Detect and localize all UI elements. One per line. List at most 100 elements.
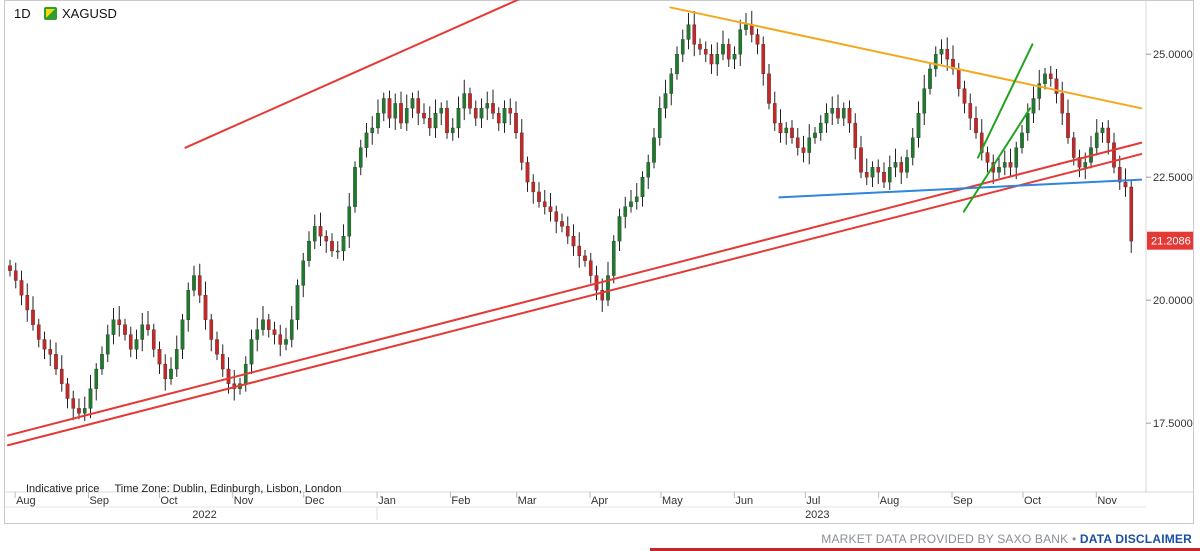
trendline-green-channel-upper [977,43,1034,159]
candle-body [307,240,311,261]
candle-body [468,93,472,109]
candle-body [870,167,875,178]
candle-body [830,108,835,114]
candle-body [979,132,984,153]
candle-body [410,98,415,109]
candle-body [588,260,593,276]
trendline-descending-resistance [669,6,1143,110]
candles [8,10,1134,422]
chart-frame [4,0,1194,524]
candle-body [433,113,438,129]
symbol-flag-icon [44,7,57,20]
candle-body [956,68,961,89]
candle-body [312,226,317,242]
candle-body [629,201,633,207]
candle-body [525,162,530,183]
candle-body [215,339,219,355]
candle-body [709,54,714,65]
candle-body [767,73,771,104]
month-label: Jun [735,495,753,507]
trendlines [7,0,1143,447]
last-price-box [1147,231,1193,250]
footer-separator: • [1071,532,1077,546]
candle-body [1060,93,1065,114]
candle-body [462,93,467,109]
candle-body [13,270,18,281]
candle-body [387,98,392,119]
candle-body [1100,127,1105,134]
candle-body [8,265,12,271]
candle-body [893,162,898,168]
candle-body [255,329,260,340]
candle-body [583,255,587,261]
candle-body [606,275,610,301]
candle-body [1048,73,1053,79]
candle-body [554,211,559,222]
candle-body [192,275,196,291]
candle-body [1071,137,1076,158]
candle-body [473,108,478,119]
bottom-accent [650,548,1200,551]
candle-body [623,206,628,217]
candle-body [968,103,973,119]
candle-body [496,113,501,124]
symbol-label[interactable]: XAGUSD [62,6,117,21]
candle-body [939,49,944,55]
candle-body [813,132,817,138]
data-footer: MARKET DATA PROVIDED BY SAXO BANK • DATA… [821,532,1192,546]
candle-body [864,172,869,178]
timezone-label: Time Zone: Dublin, Edinburgh, Lisbon, Lo… [114,483,342,495]
candle-body [25,295,30,311]
candle-body [341,236,346,252]
candle-body [1008,162,1013,168]
candle-body [1002,162,1007,168]
candle-body [818,122,823,134]
candle-body [272,329,277,335]
candle-body [1020,132,1024,148]
candle-body [174,349,179,370]
candle-body [882,172,886,183]
candle-body [985,152,990,163]
month-label: Aug [16,495,36,507]
candle-body [1112,142,1116,168]
candle-body [600,290,605,301]
candle-body [31,309,35,325]
trendline-horizontal-support [778,178,1143,199]
candle-body [928,68,932,89]
candle-body [1117,167,1122,183]
candle-body [853,122,858,148]
disclaimer-link[interactable]: DATA DISCLAIMER [1079,532,1192,546]
y-tick-label: 17.5000 [1153,418,1193,430]
candle-body [422,113,426,119]
candle-body [675,54,679,75]
candle-body [537,191,541,202]
candle-body [358,147,363,168]
candle-body [502,108,507,124]
candle-body [755,34,760,45]
candle-body [439,108,444,114]
candle-body [1094,132,1099,148]
candle-body [151,329,156,350]
candle-body [335,250,340,253]
candle-body [157,349,162,365]
candle-body [163,363,168,380]
candle-body [945,49,950,60]
last-price-marker: 21.2086 [1147,231,1193,250]
timeframe-label[interactable]: 1D [14,6,31,21]
candle-body [1066,113,1070,138]
candle-body [364,132,369,148]
year-label: 2022 [192,509,216,521]
candle-body [100,354,104,370]
candle-body [301,260,306,286]
candle-body [450,127,455,134]
candle-body [657,108,662,138]
candle-body [836,108,840,119]
candle-body [289,319,294,340]
month-label: Jan [378,495,396,507]
month-label: Sep [953,495,973,507]
candle-body [1014,147,1019,168]
candle-body [974,117,978,134]
candle-body [508,108,513,114]
candle-body [1129,186,1134,242]
